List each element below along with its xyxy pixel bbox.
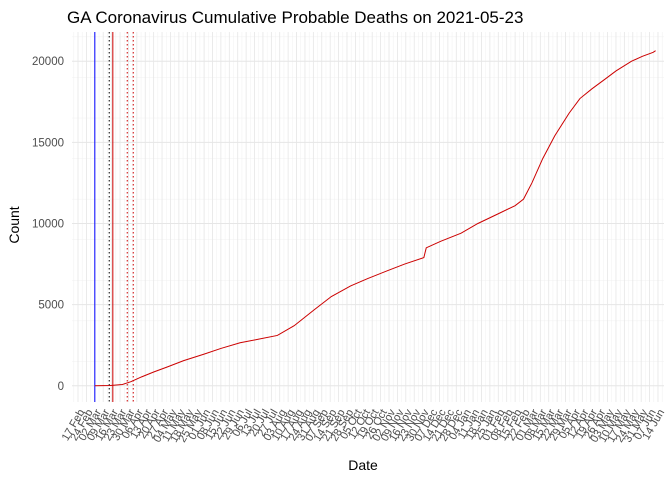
chart-title: GA Coronavirus Cumulative Probable Death… [67, 8, 523, 27]
series-layer [94, 50, 656, 387]
x-axis-title: Date [348, 457, 378, 473]
reference-lines [94, 32, 134, 402]
y-tick-label: 5000 [38, 300, 64, 312]
series-line [94, 50, 656, 387]
minor-gridlines [72, 32, 664, 402]
y-tick-label: 20000 [32, 56, 64, 68]
y-axis-ticks: 0 5000 10000 15000 20000 [32, 56, 64, 393]
major-gridlines [72, 32, 664, 402]
y-tick-label: 0 [58, 381, 64, 393]
y-tick-label: 15000 [32, 137, 64, 149]
y-axis-title: Count [6, 206, 22, 243]
y-tick-label: 10000 [32, 218, 64, 230]
